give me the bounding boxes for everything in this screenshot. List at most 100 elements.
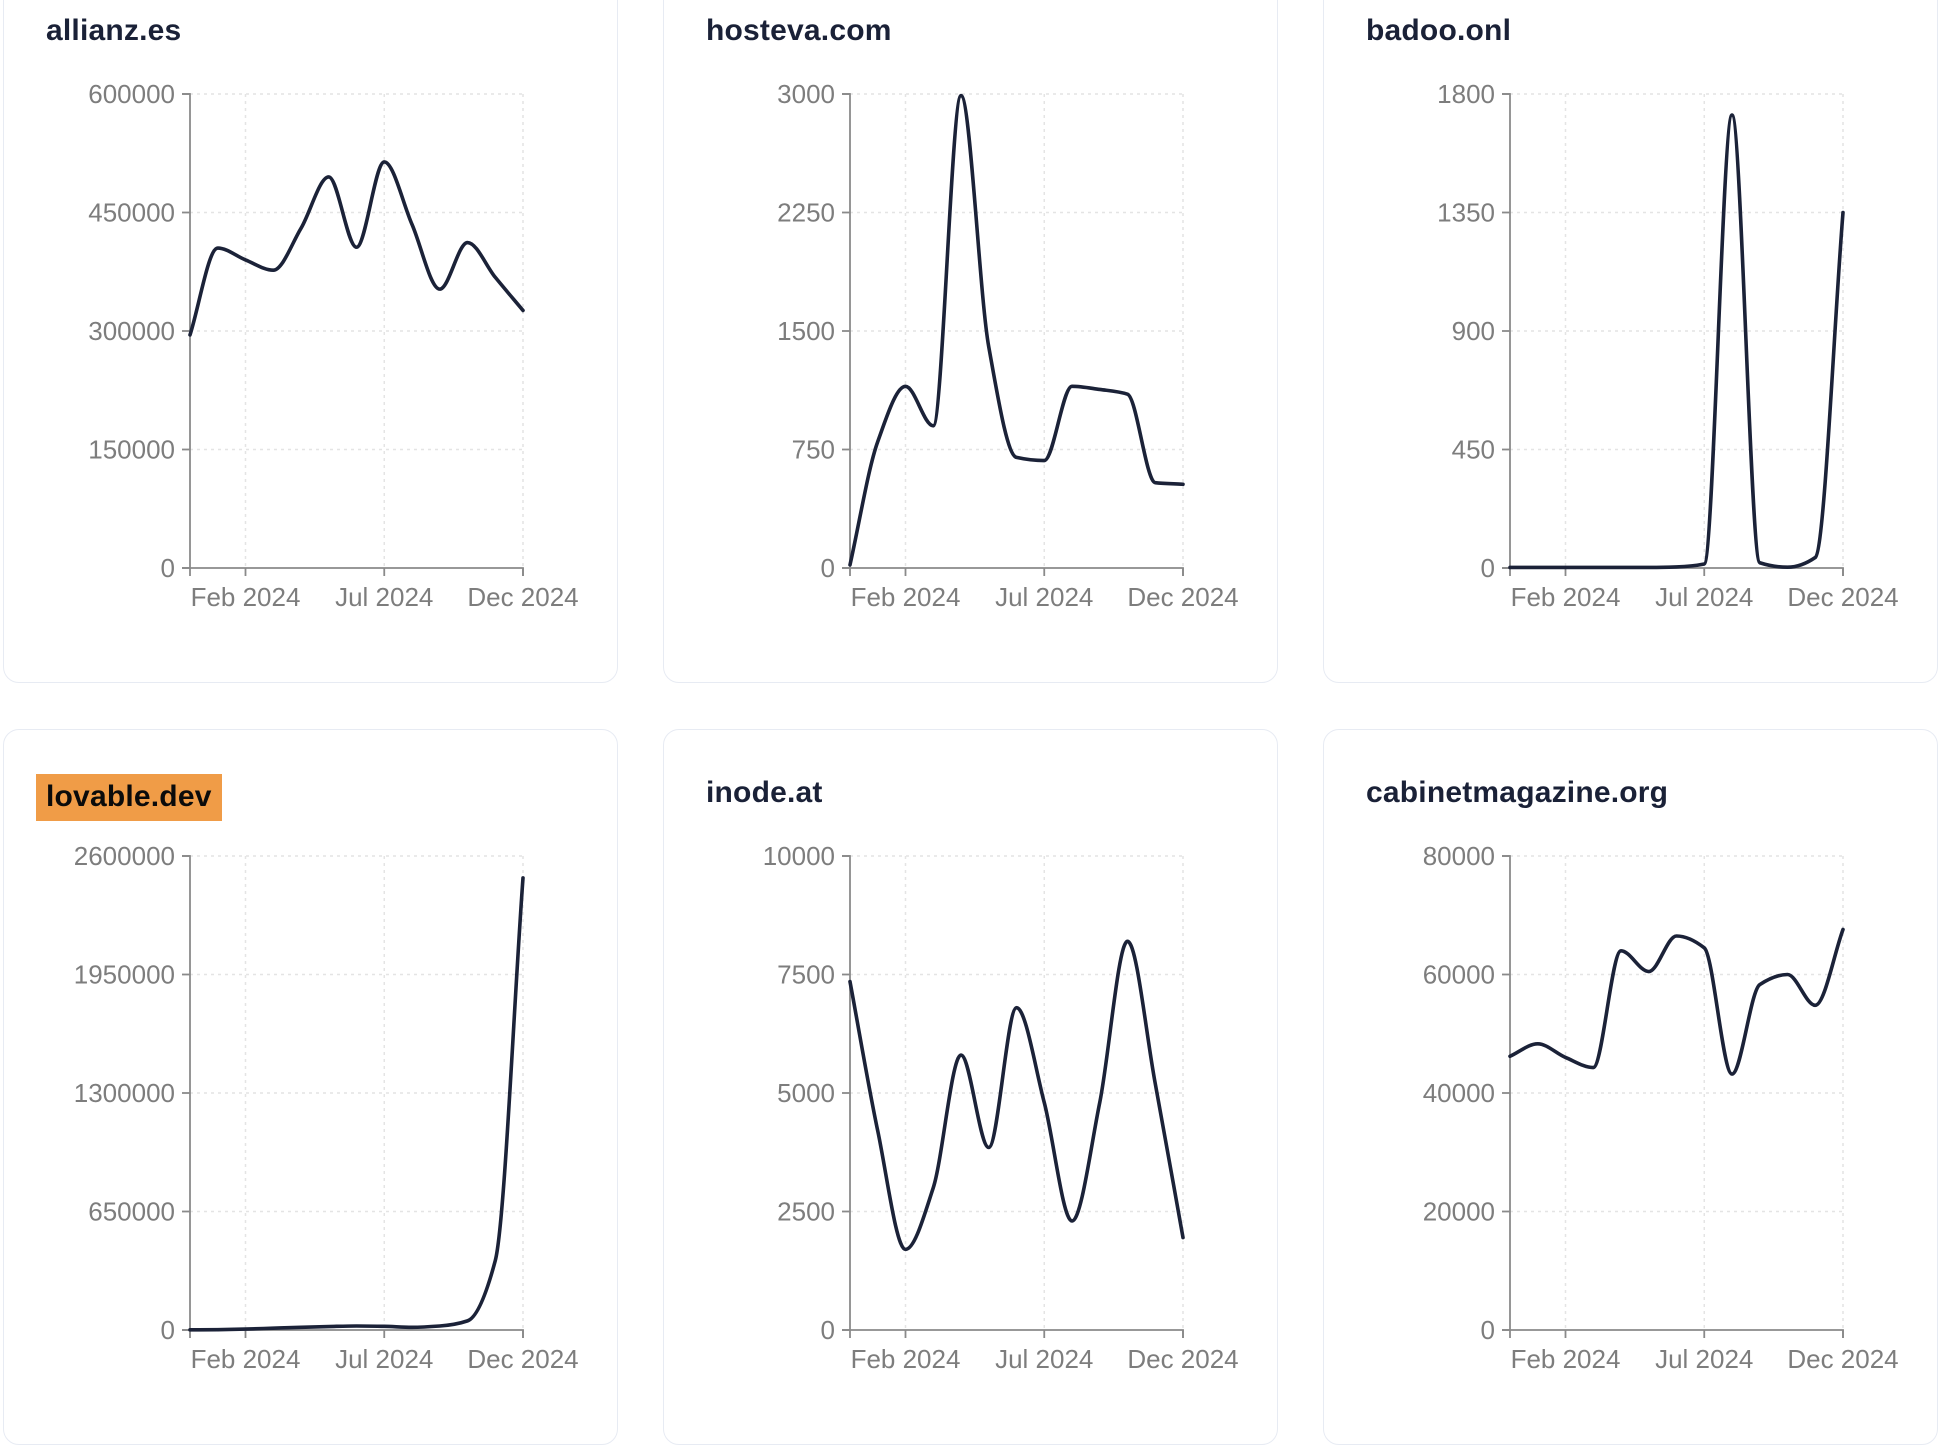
x-tick-label: Feb 2024: [191, 582, 301, 612]
domain-link[interactable]: badoo.onl: [1366, 14, 1512, 47]
traffic-line-chart: 0 2500 5000 7500 10000 Feb 2024 Jul 2024 Dec 20…: [763, 841, 1239, 1374]
x-tick-label: Jul 2024: [335, 1344, 433, 1374]
y-tick-label: 1300000: [74, 1078, 175, 1108]
y-tick-label: 0: [821, 553, 835, 583]
y-tick-label: 0: [161, 553, 175, 583]
y-tick-label: 650000: [88, 1196, 175, 1226]
y-tick-label: 7500: [777, 959, 835, 989]
traffic-line: [188, 876, 525, 1332]
y-tick-label: 80000: [1423, 841, 1495, 871]
y-tick-label: 2250: [777, 197, 835, 227]
domain-card-badoo[interactable]: badoo.onl 0 450 900 1350 1800 Feb 2024 Jul 202…: [1323, 0, 1938, 683]
x-tick-label: Feb 2024: [191, 1344, 301, 1374]
y-tick-label: 0: [1481, 553, 1495, 583]
traffic-line-chart: 0 150000 300000 450000 600000 Feb 2024 Jul 202…: [88, 79, 578, 612]
y-tick-label: 0: [821, 1315, 835, 1345]
y-tick-label: 900: [1452, 316, 1495, 346]
y-tick-label: 1500: [777, 316, 835, 346]
x-tick-label: Dec 2024: [1127, 582, 1238, 612]
x-tick-label: Jul 2024: [1655, 1344, 1753, 1374]
gridlines: [1510, 93, 1844, 568]
y-tick-label: 750: [792, 434, 835, 464]
traffic-line: [848, 93, 1185, 567]
domain-link[interactable]: lovable.dev: [36, 774, 222, 821]
axes: [182, 93, 524, 576]
gridlines: [190, 93, 524, 568]
card-title: cabinetmagazine.org: [1366, 774, 1668, 812]
traffic-line-chart: 0 450 900 1350 1800 Feb 2024 Jul 2024 Dec 2024: [1437, 79, 1899, 612]
y-tick-label: 1950000: [74, 959, 175, 989]
tick-labels: 0 750 1500 2250 3000 Feb 2024 Jul 2024 Dec 2024: [777, 79, 1239, 612]
traffic-line-chart: 0 750 1500 2250 3000 Feb 2024 Jul 2024 Dec 2024: [777, 79, 1239, 612]
y-tick-label: 1350: [1437, 197, 1495, 227]
traffic-line: [188, 160, 525, 337]
domain-card-allianz[interactable]: allianz.es 0 150000 300000 450000 600000 Feb …: [3, 0, 618, 683]
card-title: allianz.es: [46, 12, 181, 50]
domain-link[interactable]: cabinetmagazine.org: [1366, 776, 1669, 809]
x-tick-label: Jul 2024: [335, 582, 433, 612]
card-title: inode.at: [706, 774, 823, 812]
tick-labels: 0 650000 1300000 1950000 2600000 Feb 2024 Jul …: [74, 841, 579, 1374]
x-axis-line: [189, 1329, 524, 1338]
x-tick-label: Dec 2024: [467, 582, 578, 612]
card-title: hosteva.com: [706, 12, 892, 50]
y-tick-label: 600000: [88, 79, 175, 109]
gridlines: [1510, 855, 1844, 1330]
y-tick-label: 2500: [777, 1196, 835, 1226]
x-axis-line: [189, 567, 524, 576]
traffic-line-chart: 0 650000 1300000 1950000 2600000 Feb 2024 Jul …: [74, 841, 579, 1374]
traffic-line: [1508, 927, 1845, 1076]
axes: [842, 855, 1184, 1338]
charts-grid: allianz.es 0 150000 300000 450000 600000 Feb …: [3, 0, 1938, 1445]
x-tick-label: Dec 2024: [1127, 1344, 1238, 1374]
y-tick-label: 10000: [763, 841, 835, 871]
y-tick-label: 1800: [1437, 79, 1495, 109]
domain-card-hosteva[interactable]: hosteva.com 0 750 1500 2250 3000 Feb 2024 Jul …: [663, 0, 1278, 683]
y-tick-label: 450000: [88, 197, 175, 227]
y-tick-label: 0: [1481, 1315, 1495, 1345]
card-title: badoo.onl: [1366, 12, 1511, 50]
traffic-line-chart: 0 20000 40000 60000 80000 Feb 2024 Jul 2024 Dec…: [1423, 841, 1899, 1374]
domain-card-lovable[interactable]: lovable.dev 0 650000 1300000 1950000 2600000…: [3, 729, 618, 1445]
x-tick-label: Dec 2024: [1787, 1344, 1898, 1374]
domain-link[interactable]: hosteva.com: [706, 14, 892, 47]
x-axis-line: [1509, 1329, 1844, 1338]
y-tick-label: 0: [161, 1315, 175, 1345]
y-tick-label: 20000: [1423, 1196, 1495, 1226]
domain-link[interactable]: inode.at: [706, 776, 823, 809]
y-tick-label: 2600000: [74, 841, 175, 871]
y-tick-label: 40000: [1423, 1078, 1495, 1108]
gridlines: [850, 855, 1184, 1330]
traffic-line: [848, 939, 1185, 1252]
y-tick-label: 450: [1452, 434, 1495, 464]
x-tick-label: Dec 2024: [1787, 582, 1898, 612]
x-tick-label: Dec 2024: [467, 1344, 578, 1374]
y-tick-label: 150000: [88, 434, 175, 464]
y-tick-label: 60000: [1423, 959, 1495, 989]
domain-card-cabinetmagazine[interactable]: cabinetmagazine.org 0 20000 40000 60000 8000…: [1323, 729, 1938, 1445]
axes: [842, 93, 1184, 576]
axes: [1502, 93, 1844, 576]
y-tick-label: 5000: [777, 1078, 835, 1108]
card-title: lovable.dev: [36, 774, 222, 821]
x-tick-label: Jul 2024: [995, 582, 1093, 612]
y-tick-label: 3000: [777, 79, 835, 109]
x-tick-label: Feb 2024: [851, 1344, 961, 1374]
x-tick-label: Jul 2024: [1655, 582, 1753, 612]
x-tick-label: Feb 2024: [851, 582, 961, 612]
gridlines: [190, 855, 524, 1330]
domain-card-inode[interactable]: inode.at 0 2500 5000 7500 10000 Feb 2024 Jul 2…: [663, 729, 1278, 1445]
axes: [1502, 855, 1844, 1338]
y-tick-label: 300000: [88, 316, 175, 346]
x-tick-label: Feb 2024: [1511, 582, 1621, 612]
tick-labels: 0 450 900 1350 1800 Feb 2024 Jul 2024 Dec 2024: [1437, 79, 1899, 612]
tick-labels: 0 150000 300000 450000 600000 Feb 2024 Jul 202…: [88, 79, 578, 612]
domain-link[interactable]: allianz.es: [46, 14, 182, 47]
x-axis-line: [849, 1329, 1184, 1338]
x-tick-label: Jul 2024: [995, 1344, 1093, 1374]
traffic-line: [1508, 113, 1845, 570]
tick-labels: 0 20000 40000 60000 80000 Feb 2024 Jul 2024 Dec…: [1423, 841, 1899, 1374]
tick-labels: 0 2500 5000 7500 10000 Feb 2024 Jul 2024 Dec 20…: [763, 841, 1239, 1374]
x-axis-line: [849, 567, 1184, 576]
x-tick-label: Feb 2024: [1511, 1344, 1621, 1374]
